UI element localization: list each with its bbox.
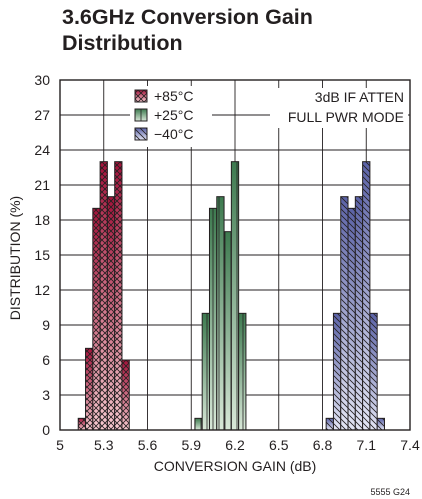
annotation-power-mode: FULL PWR MODE [288,109,404,125]
x-tick-label-4: 6.2 [225,437,245,453]
y-axis-label: DISTRIBUTION (%) [7,196,23,320]
legend-swatch-hatch-0 [134,89,148,103]
bar-hatch-series-0-3 [99,161,108,431]
legend-label-0: +85°C [154,88,193,104]
bar-hatch-series-0-2 [92,207,101,431]
bar-hatch-series-2-2 [340,196,349,431]
bar-hatch-series-1-3 [216,196,225,431]
x-tick-label-3: 5.9 [182,437,202,453]
x-tick-label-5: 6.5 [269,437,289,453]
bar-hatch-series-1-0 [194,417,203,431]
x-tick-label-6: 6.8 [313,437,333,453]
annotations: 3dB IF ATTEN FULL PWR MODE [288,89,404,125]
legend-swatch-hatch-2 [134,127,148,141]
y-tick-label-6: 18 [34,212,50,228]
legend-swatch-hatch-1 [134,108,148,122]
bar-hatch-series-0-5 [114,161,123,431]
chart-title-line-1: 3.6GHz Conversion Gain [62,5,313,29]
x-tick-label-7: 7.1 [357,437,377,453]
figure-id: 5555 G24 [370,487,410,497]
plot-frame [59,79,411,431]
y-tick-label-3: 9 [42,317,50,333]
x-axis-label: CONVERSION GAIN (dB) [154,458,317,474]
axes [59,79,411,431]
y-tick-label-5: 15 [34,247,50,263]
annotation-if-atten: 3dB IF ATTEN [315,89,404,105]
x-tick-label-8: 7.4 [400,437,420,453]
bar-hatch-series-0-4 [106,196,116,431]
x-tick-label-0: 5 [56,437,64,453]
bar-hatch-series-2-1 [332,312,342,431]
legend: +85°C +25°C −40°C [130,86,408,147]
bar-hatch-series-1-2 [208,207,218,431]
y-tick-label-1: 3 [42,387,50,403]
chart-title-line-2: Distribution [62,31,183,55]
y-tick-label-0: 0 [42,422,50,438]
y-tick-label-8: 24 [34,142,50,158]
bar-hatch-series-1-1 [201,312,210,431]
y-tick-label-10: 30 [34,72,50,88]
bar-hatch-series-0-6 [121,359,130,431]
x-tick-label-2: 5.6 [138,437,158,453]
y-tick-label-2: 6 [42,352,50,368]
bar-hatch-series-0-1 [85,347,94,431]
legend-label-1: +25°C [154,107,193,123]
y-tick-label-7: 21 [34,177,50,193]
bar-hatch-series-2-6 [369,312,378,431]
bar-hatch-series-1-4 [223,231,232,431]
bar-hatch-series-2-3 [347,207,356,431]
histogram-bars [77,161,385,431]
annotation-background [270,88,408,128]
bar-hatch-series-2-7 [376,417,385,431]
x-tick-label-1: 5.3 [94,437,114,453]
y-tick-label-4: 12 [34,282,50,298]
bar-hatch-series-1-5 [230,161,240,431]
bar-hatch-series-2-5 [362,161,371,431]
bar-hatch-series-2-0 [325,417,334,431]
y-tick-label-9: 27 [34,107,50,123]
tick-labels: 5 5.3 5.6 5.9 6.2 6.5 6.8 7.1 7.4 0 3 6 9 12 15 18 21 24 2… [34,72,420,453]
chart-title: 3.6GHz Conversion Gain Distribution [62,4,412,56]
legend-label-2: −40°C [154,126,193,142]
bar-hatch-series-2-4 [354,196,364,431]
bar-hatch-series-1-6 [238,312,247,431]
bar-hatch-series-0-0 [77,417,87,431]
